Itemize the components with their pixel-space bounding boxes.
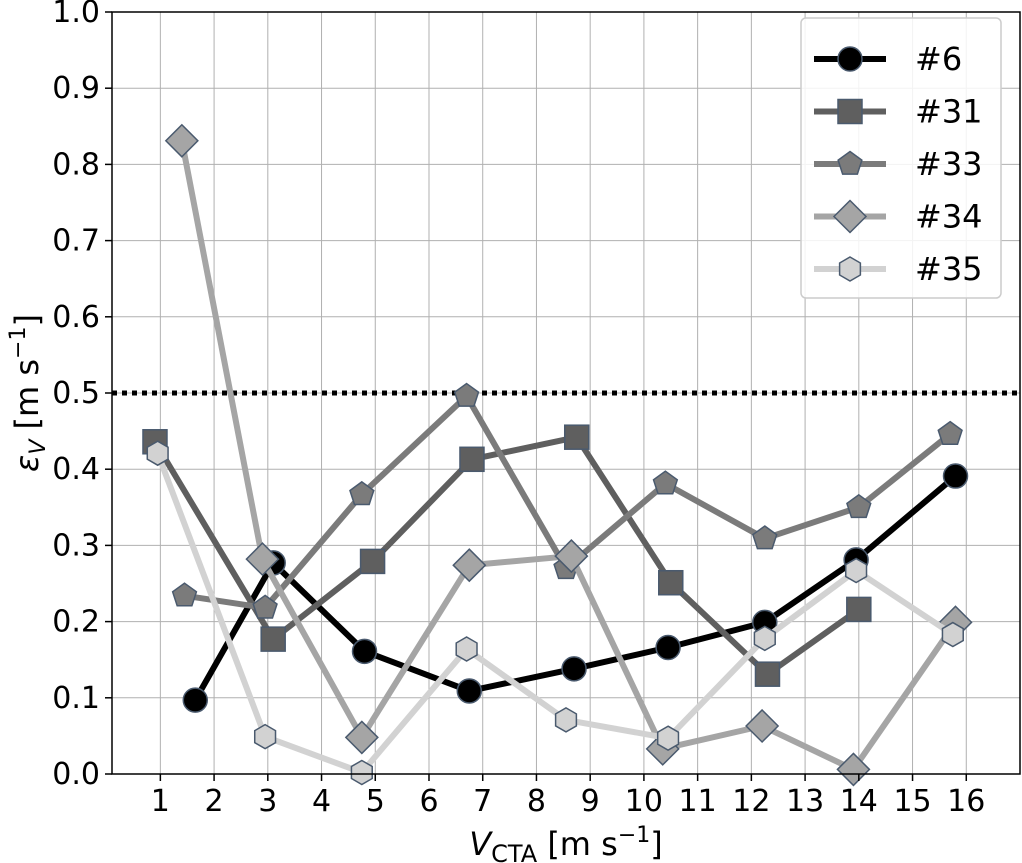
data-point-33 [846,493,872,519]
x-tick-label: 9 [581,784,600,819]
data-point-33 [171,582,198,607]
data-point-33 [252,594,278,619]
x-tick-label: 6 [419,784,438,819]
x-axis-label: VCTA [m s−1] [469,823,662,863]
x-tick-label: 7 [473,784,492,819]
x-tick-label: 1 [151,784,170,819]
data-point-34 [164,123,199,158]
x-tick-label: 4 [312,784,331,819]
series-31 [142,424,872,687]
data-point-6 [942,463,969,489]
legend-label: #33 [915,145,983,183]
data-point-6 [351,638,378,665]
data-point-34 [554,539,589,574]
y-axis-label: εV [m s−1] [6,314,51,472]
series-group [142,123,973,787]
data-point-31 [459,446,485,473]
y-tick-label: 0.5 [52,376,100,411]
x-tick-label: 10 [625,784,663,819]
data-point-33 [453,382,480,407]
x-tick-label: 8 [527,784,546,819]
x-tick-label: 3 [258,784,277,819]
data-point-35 [146,440,169,467]
data-point-31 [754,661,781,687]
y-tick-label: 0.4 [52,452,100,487]
y-tick-label: 0.3 [52,528,100,563]
series-35 [146,440,964,786]
x-tick-label: 11 [679,784,717,819]
y-tick-label: 0.1 [52,681,100,716]
x-tick-label: 5 [366,784,385,819]
legend-marker [832,199,868,234]
y-tick-label: 1.0 [52,0,100,30]
legend-item-6: #6 [814,40,962,78]
data-point-6 [655,634,681,661]
data-point-6 [561,656,587,682]
legend-label: #34 [915,198,983,236]
data-point-35 [554,707,578,733]
y-tick-label: 0.6 [52,300,100,335]
data-point-35 [656,725,680,752]
data-point-35 [753,625,776,652]
legend-item-31: #31 [814,93,983,131]
ticks: 1 2 3 4 5 6 7 8 9 10 11 12 13 14 15 160.00.10.20.30.40.… [52,0,985,819]
data-point-34 [245,542,280,577]
x-tick-label: 14 [840,784,878,819]
data-point-6 [182,687,209,713]
legend-marker [837,150,863,175]
legend-item-34: #34 [814,198,983,236]
data-point-35 [941,621,964,648]
data-point-35 [455,636,478,662]
data-point-35 [844,557,868,584]
data-point-34 [344,720,379,755]
legend-label: #6 [915,40,962,78]
data-point-6 [456,678,483,704]
legend-item-33: #33 [814,145,983,183]
data-point-31 [658,569,684,596]
legend-marker [837,98,863,125]
data-point-31 [359,548,386,575]
data-point-33 [652,470,679,495]
series-line-31 [152,434,861,678]
y-tick-label: 0.7 [52,224,100,259]
legend-label: #35 [915,250,983,288]
data-point-34 [836,752,871,787]
data-point-31 [260,626,286,652]
legend: #6 #31 #33 #34 #35 [800,17,1002,299]
data-point-35 [253,723,277,750]
data-point-33 [752,525,778,550]
data-point-35 [350,759,373,786]
y-tick-label: 0.8 [52,147,100,182]
data-point-33 [937,420,963,446]
x-tick-label: 15 [893,784,931,819]
series-6 [182,463,969,713]
y-tick-label: 0.0 [52,757,100,792]
legend-label: #31 [915,93,983,131]
x-tick-label: 12 [732,784,770,819]
legend-marker [837,46,863,72]
y-tick-label: 0.9 [52,71,100,106]
x-tick-label: 16 [947,784,985,819]
data-point-34 [452,548,487,583]
data-point-34 [745,708,780,744]
legend-marker [838,256,862,282]
data-point-31 [563,424,590,450]
x-tick-label: 2 [205,784,224,819]
x-tick-label: 13 [786,784,824,819]
y-tick-label: 0.2 [52,605,100,640]
data-point-33 [349,480,375,506]
data-point-31 [846,596,872,623]
legend-item-35: #35 [814,250,983,288]
